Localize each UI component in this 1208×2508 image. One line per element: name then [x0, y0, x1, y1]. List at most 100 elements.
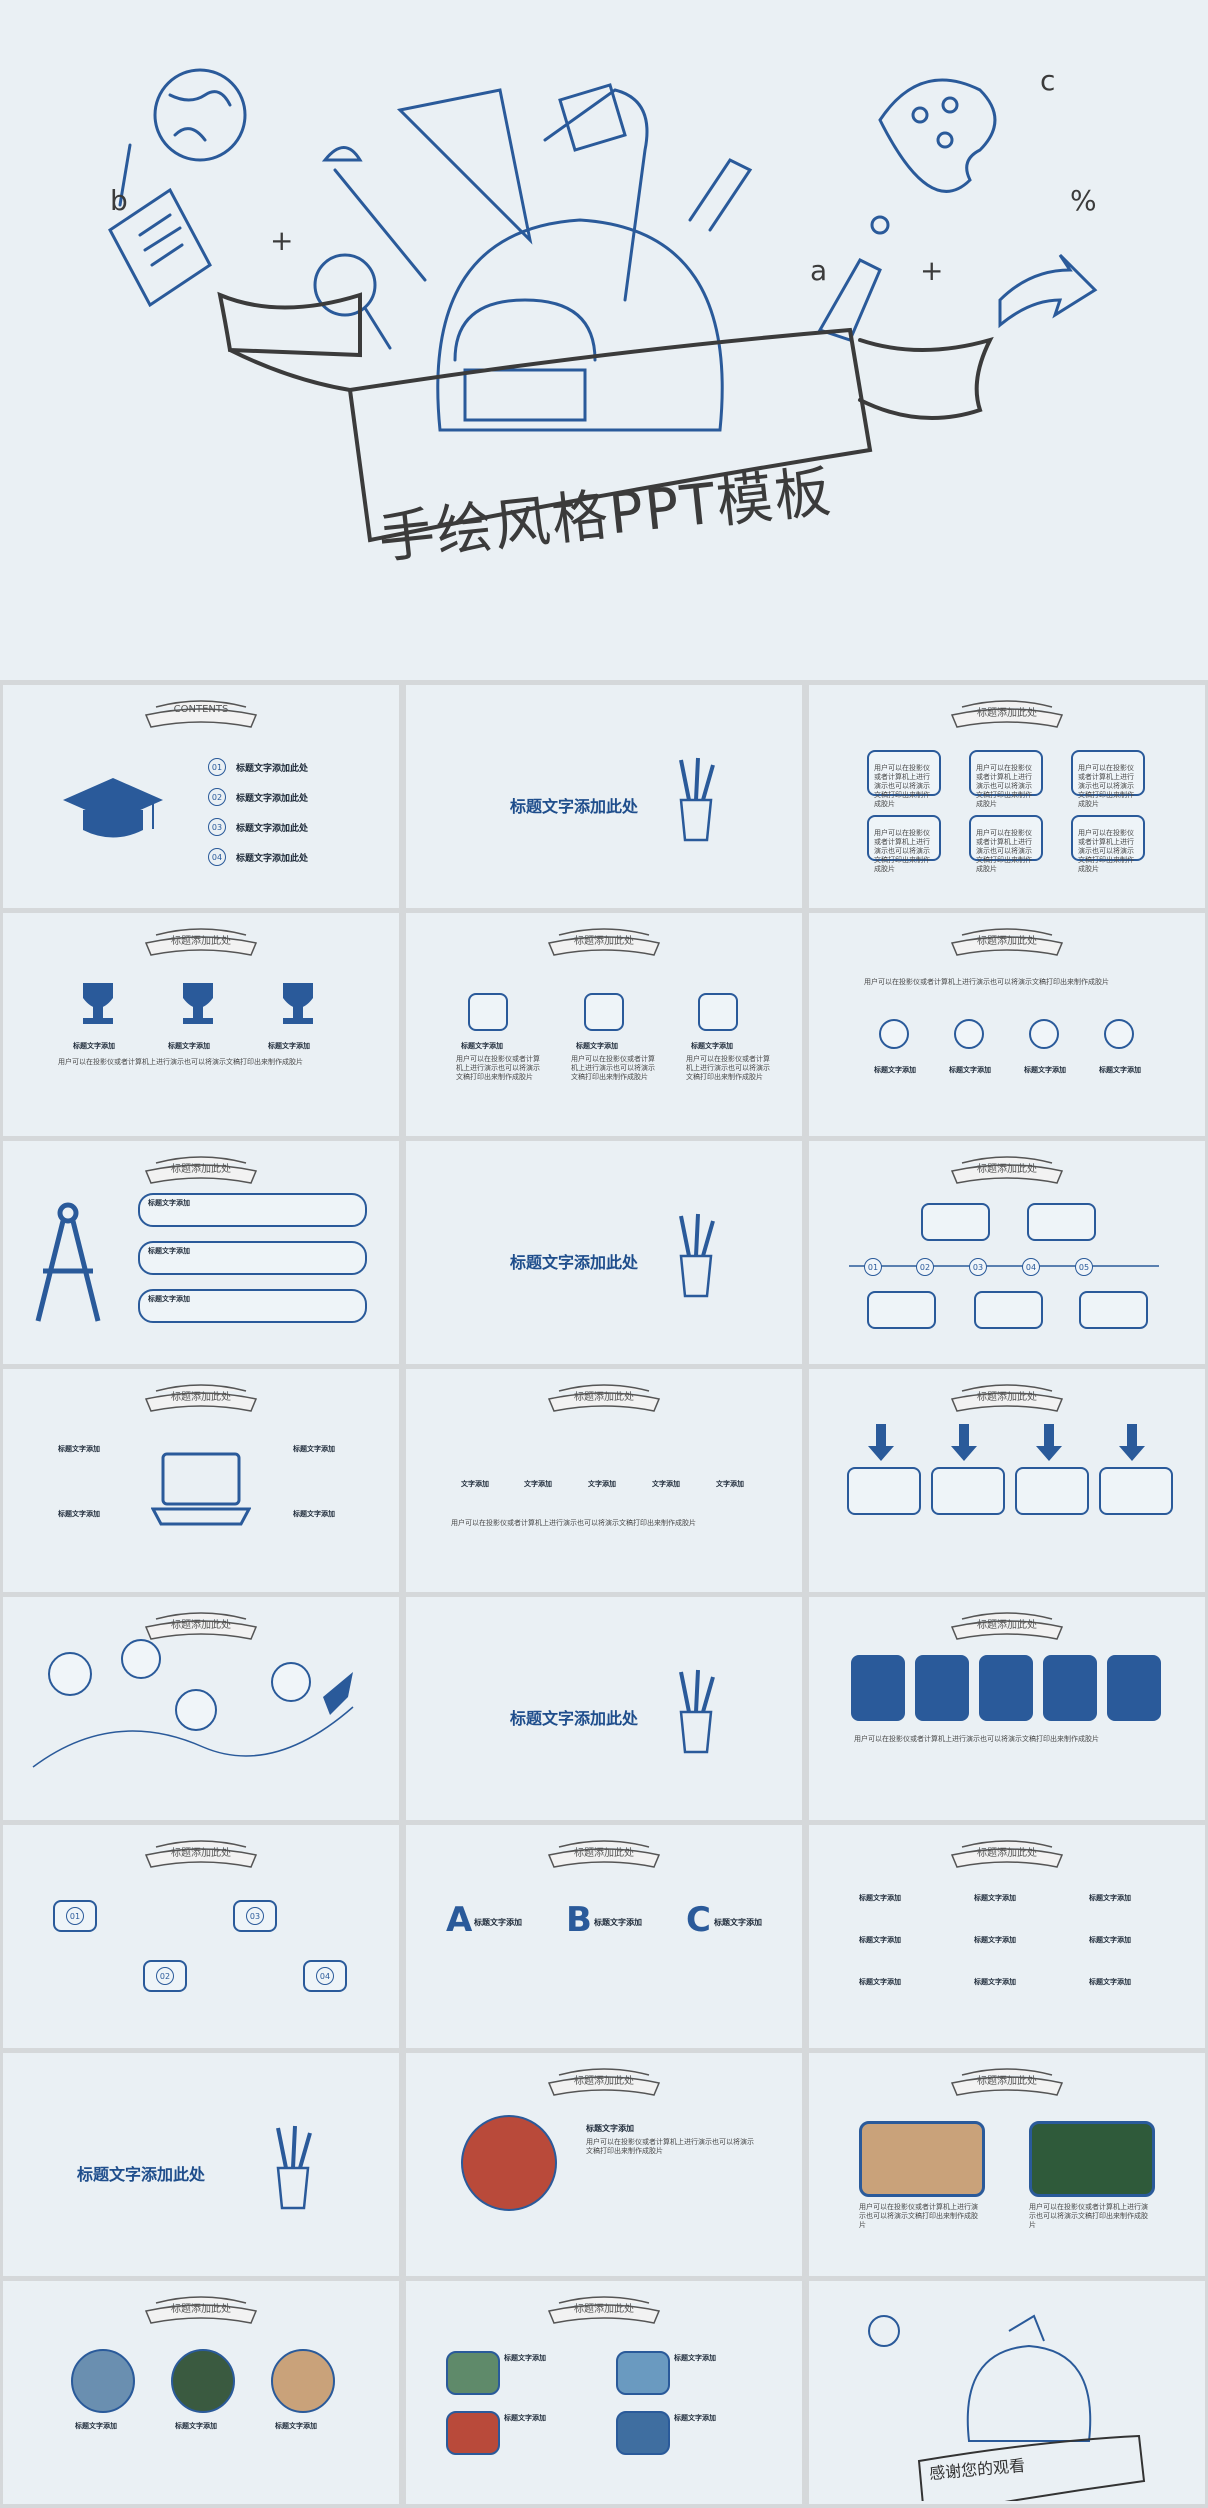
title-banner: 标题添加此处 [544, 2063, 664, 2097]
title-banner: 标题添加此处 [544, 2291, 664, 2325]
banner-label: 标题添加此处 [574, 2304, 634, 2315]
title-banner: 标题添加此处 [141, 923, 261, 957]
slide-section[interactable]: 标题文字添加此处 [406, 685, 802, 908]
slide-photo-text[interactable]: 标题添加此处 标题文字添加 用户可以在投影仪或者计算机上进行演示也可以将演示文稿… [406, 2053, 802, 2276]
contents-item[interactable]: 01 标题文字添加此处 [208, 758, 308, 776]
cover-slide[interactable]: b + c % a + 手绘风格PPT模板 [0, 0, 1208, 680]
milestone-circle [48, 1652, 92, 1696]
info-box [1015, 1467, 1089, 1515]
slide-section[interactable]: 标题文字添加此处 [406, 1597, 802, 1820]
slide-three-photos[interactable]: 标题添加此处 标题文字添加 标题文字添加 标题文字添加 [3, 2281, 399, 2504]
item-label: 标题文字添加此处 [236, 793, 309, 804]
info-box: 用户可以在投影仪或者计算机上进行演示也可以将演示文稿打印出来制作成胶片 [1071, 750, 1145, 808]
text-pill: 标题文字添加 [138, 1193, 367, 1227]
slide-two-photos[interactable]: 标题添加此处 用户可以在投影仪或者计算机上进行演示也可以将演示文稿打印出来制作成… [809, 2053, 1205, 2276]
slide-abc[interactable]: 标题添加此处 A B C 标题文字添加 标题文字添加 标题文字添加 [406, 1825, 802, 2048]
graduation-cap-icon [63, 778, 163, 838]
banner-label: 标题添加此处 [171, 1392, 231, 1403]
banner-label: 标题添加此处 [977, 1392, 1037, 1403]
banner-label: 标题添加此处 [977, 936, 1037, 947]
text-pill: 标题文字添加 [138, 1241, 367, 1275]
trophy-icons [83, 983, 313, 1024]
icon-circle [954, 1019, 984, 1049]
text-pill: 标题文字添加 [138, 1289, 367, 1323]
pencil-cup-icon [276, 2125, 312, 2210]
letter-b: B [566, 1900, 592, 1940]
contents-item[interactable]: 02 标题文字添加此处 [208, 788, 308, 806]
slide-grid: CONTENTS 01 标题文字添加此处 02 标题文字添加此处 03 标题文字添加此… [3, 685, 1205, 2505]
slide-five-icons[interactable]: 标题添加此处 文字添加 文字添加 文字添加 文字添加 文字添加 用户可以在投影仪… [406, 1369, 802, 1592]
notebook-card [915, 1655, 969, 1721]
slide-three-steps[interactable]: 标题添加此处 标题文字添加 标题文字添加 标题文字添加 用户可以在投影仪或者计算… [406, 913, 802, 1136]
banner-label: CONTENTS [173, 704, 229, 715]
section-title: 标题文字添加此处 [509, 797, 638, 816]
photo-chalkboard [1029, 2121, 1155, 2197]
info-box [847, 1467, 921, 1515]
title-banner: 标题添加此处 [141, 1607, 261, 1641]
slide-timeline[interactable]: 标题添加此处 01 02 03 04 05 [809, 1141, 1205, 1364]
info-box [921, 1203, 990, 1241]
slide-four-photos[interactable]: 标题添加此处 标题文字添加 标题文字添加 标题文字添加 标题文字添加 [406, 2281, 802, 2504]
down-arrow-icons [868, 1424, 1145, 1461]
slide-section[interactable]: 标题文字添加此处 [406, 1141, 802, 1364]
svg-text:%: % [1070, 184, 1097, 217]
photo-books [859, 2121, 985, 2197]
pencil-cup-icon [679, 1213, 715, 1298]
step-label: 标题文字添加 [691, 1042, 733, 1050]
info-box: 用户可以在投影仪或者计算机上进行演示也可以将演示文稿打印出来制作成胶片 [969, 750, 1043, 808]
slide-section[interactable]: 标题文字添加此处 [3, 2053, 399, 2276]
photo-circle [271, 2349, 335, 2413]
slide-four-circles[interactable]: 标题添加此处 用户可以在投影仪或者计算机上进行演示也可以将演示文稿打印出来制作成… [809, 913, 1205, 1136]
svg-text:+: + [920, 254, 943, 287]
notebook-card [851, 1655, 905, 1721]
letter-c: C [686, 1900, 711, 1940]
slide-six-boxes[interactable]: 标题添加此处 用户可以在投影仪或者计算机上进行演示也可以将演示文稿打印出来制作成… [809, 685, 1205, 908]
svg-text:c: c [1040, 64, 1055, 97]
timeline-node: 01 [864, 1258, 882, 1276]
milestone-circle [121, 1639, 161, 1679]
item-number: 01 [208, 758, 226, 776]
step-label: 标题文字添加 [461, 1042, 503, 1050]
timeline-line [849, 1265, 1159, 1267]
slide-compass[interactable]: 标题添加此处 标题文字添加 标题文字添加 标题文字添加 [3, 1141, 399, 1364]
title-banner: 标题添加此处 [141, 1835, 261, 1869]
photo-circle [171, 2349, 235, 2413]
slide-arrows[interactable]: 标题添加此处 [809, 1369, 1205, 1592]
thanks-illustration [868, 2314, 1146, 2501]
trophy-label: 标题文字添加 [168, 1042, 210, 1050]
slide-contents[interactable]: CONTENTS 01 标题文字添加此处 02 标题文字添加此处 03 标题文字添加此… [3, 685, 399, 908]
banner-label: 标题添加此处 [977, 1848, 1037, 1859]
banner-label: 标题添加此处 [977, 2076, 1037, 2087]
title-banner: 标题添加此处 [947, 1379, 1067, 1413]
photo-circle [461, 2115, 557, 2211]
banner-label: 标题添加此处 [977, 1620, 1037, 1631]
icon-circle [1029, 1019, 1059, 1049]
photo-thumb [616, 2351, 670, 2395]
slide-notebooks[interactable]: 标题添加此处 用户可以在投影仪或者计算机上进行演示也可以将演示文稿打印出来制作成… [809, 1597, 1205, 1820]
photo-circle [71, 2349, 135, 2413]
number-box: 01 [53, 1900, 97, 1932]
info-box: 用户可以在投影仪或者计算机上进行演示也可以将演示文稿打印出来制作成胶片 [1071, 815, 1145, 873]
title-banner: 标题添加此处 [141, 1151, 261, 1185]
info-box: 用户可以在投影仪或者计算机上进行演示也可以将演示文稿打印出来制作成胶片 [867, 815, 941, 873]
slide-numbered-boxes[interactable]: 标题添加此处 01 03 02 04 [3, 1825, 399, 2048]
milestone-circle [175, 1689, 217, 1731]
contents-item[interactable]: 04 标题文字添加此处 [208, 848, 308, 866]
banner-label: 标题添加此处 [171, 936, 231, 947]
title-banner: 标题添加此处 [947, 2063, 1067, 2097]
contents-item[interactable]: 03 标题文字添加此处 [208, 818, 308, 836]
item-label: 标题文字添加此处 [236, 853, 309, 864]
cover-illustration: b + c % a + [108, 64, 1098, 543]
title-banner: 标题添加此处 [141, 2291, 261, 2325]
svg-text:+: + [270, 224, 293, 257]
title-banner: 标题添加此处 [947, 1607, 1067, 1641]
slide-stars[interactable]: 标题添加此处 标题文字添加 标题文字添加 标题文字添加 标题文字添加 标题文字添… [809, 1825, 1205, 2048]
slide-laptop[interactable]: 标题添加此处 标题文字添加 标题文字添加 标题文字添加 标题文字添加 [3, 1369, 399, 1592]
title-banner: 标题添加此处 [544, 1379, 664, 1413]
letter-a: A [446, 1900, 473, 1940]
banner-label: 标题添加此处 [171, 1848, 231, 1859]
slide-thanks[interactable]: 感谢您的观看 [809, 2281, 1205, 2504]
item-number: 03 [208, 818, 226, 836]
slide-rocket[interactable]: 标题添加此处 [3, 1597, 399, 1820]
slide-trophies[interactable]: 标题添加此处 标题文字添加 标题文字添加 标题文字添加 用户可以在投影仪或者计算… [3, 913, 399, 1136]
